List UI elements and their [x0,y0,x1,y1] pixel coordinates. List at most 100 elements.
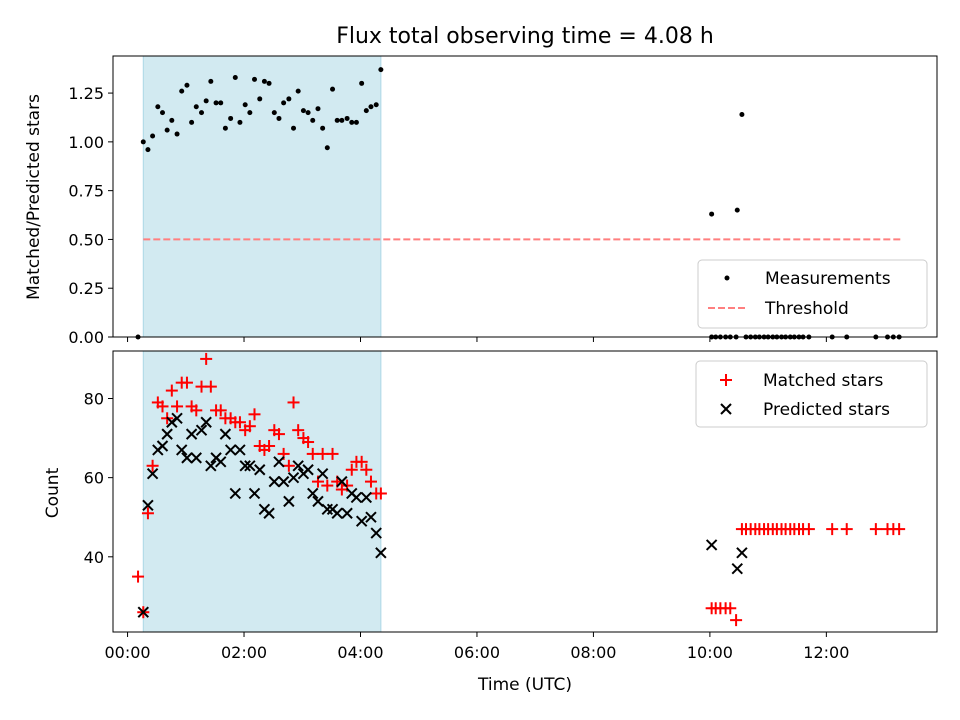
predicted-star-point [137,606,149,618]
measurement-point [315,106,321,112]
measurement-point [261,78,267,84]
measurement-point [739,112,745,118]
predicted-star-point [195,424,208,436]
predicted-star-point [365,511,377,523]
measurement-point [320,125,326,131]
bot-ytick-label: 60 [84,469,104,488]
matched-star-point [165,384,178,397]
predicted-star-point [156,440,169,452]
bottom-axes-frame [112,350,938,633]
measurement-point [228,115,234,121]
top-ytick-label: 0.75 [68,182,104,201]
measurement-point [164,127,170,133]
predicted-star-point [302,464,314,476]
predicted-star-point [731,562,743,575]
measurement-point [203,98,209,104]
matched-star-point [802,523,815,536]
predicted-star-point [736,547,748,559]
bot-shaded-interval [142,350,382,633]
legend-measurements-label: Measurements [765,269,891,289]
matched-star-point [200,352,213,365]
measurement-point [199,110,205,116]
matched-star-point [374,487,387,500]
predicted-star-point [341,507,353,519]
predicted-star-point [190,452,202,464]
measurement-point [368,104,374,110]
bot-xtick-label: 00:00 [105,643,151,662]
measurement-point [174,131,180,137]
measurement-point [378,67,384,73]
matched-star-point [204,380,217,393]
predicted-star-point [307,487,319,500]
measurement-point [276,115,282,121]
legend-predicted-label: Predicted stars [763,400,890,420]
measurement-point [286,96,292,102]
predicted-star-point [360,491,373,504]
legend-measurements-marker [724,275,730,281]
measurement-point [300,108,306,114]
matched-star-point [214,404,227,417]
measurement-point [169,117,175,123]
measurement-point [363,108,369,114]
predicted-star-point [283,495,295,508]
measurement-point [310,117,316,123]
matched-star-point [364,475,377,488]
top-ytick-label: 0.00 [68,328,104,347]
measurement-point [373,102,379,108]
matched-star-point [321,479,334,492]
matched-star-point [190,404,203,417]
matched-star-point [263,439,276,452]
measurement-point [237,119,243,125]
measurement-point [349,119,355,125]
matched-star-point [326,447,339,460]
measurement-point [213,100,219,106]
measurement-point [271,110,277,116]
measurement-point [184,82,190,88]
measurement-point [291,125,297,131]
top-ytick-label: 0.50 [68,230,104,249]
matched-star-point [292,424,305,437]
measurement-point [359,80,365,86]
measurement-point [252,76,258,82]
legend-matched-label: Matched stars [763,371,883,391]
bot-xtick-label: 08:00 [570,643,616,662]
top-title: Flux total observing time = 4.08 h [336,24,714,49]
predicted-star-point [321,503,334,516]
matched-star-point [302,436,315,449]
predicted-star-point [200,416,212,428]
matched-star-point [826,523,839,536]
matched-star-point [893,523,906,536]
matched-star-point [345,463,358,476]
predicted-star-point [705,539,718,551]
matched-star-point [146,459,159,472]
matched-star-point [360,463,373,476]
predicted-star-point [205,460,217,472]
top-ytick-label: 0.25 [68,279,104,298]
matched-star-point [287,396,300,409]
bot-ytick-label: 40 [84,548,104,567]
measurement-point [218,100,224,106]
measurement-point [344,115,350,121]
matched-star-point [869,523,882,536]
predicted-star-point [244,460,256,472]
predicted-star-point [292,460,304,472]
predicted-star-point [277,475,290,488]
predicted-star-point [215,456,227,468]
matched-star-point [840,523,853,536]
matched-star-point [233,416,246,429]
top-shaded-interval [142,55,382,338]
measurement-point [305,110,311,116]
matched-star-point [132,570,145,583]
top-ytick-label: 1.25 [68,84,104,103]
predicted-star-point [268,475,281,488]
measurement-point [159,110,165,116]
predicted-star-point [375,547,387,559]
top-panel: 0.00 0.25 0.50 0.75 1.00 1.25 Flux total obse… [24,24,938,347]
predicted-star-point [273,456,285,468]
measurement-point [734,207,740,213]
predicted-star-point [336,475,348,488]
predicted-star-point [234,444,246,456]
predicted-star-point [176,444,188,456]
predicted-star-point [229,487,241,500]
matched-star-point [355,455,368,468]
